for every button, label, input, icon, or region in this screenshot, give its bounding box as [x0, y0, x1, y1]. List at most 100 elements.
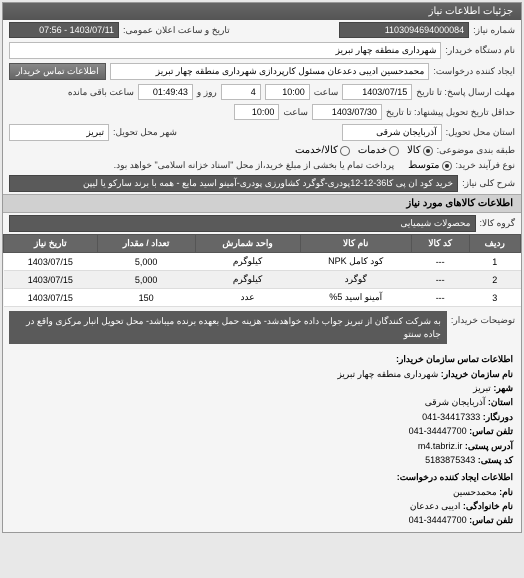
city-label: شهر محل تحویل:: [113, 127, 177, 138]
org-label: نام سازمان خریدار:: [441, 369, 513, 379]
pkg-label: طبقه بندی موضوعی:: [437, 145, 515, 156]
deadline-date: 1403/07/15: [342, 84, 412, 100]
tel-value: 34447700-041: [409, 426, 467, 436]
table-cell: 1: [469, 253, 520, 271]
deadline-label: مهلت ارسال پاسخ: تا تاریخ: [416, 87, 515, 98]
addr-value: m4.tabriz.ir: [418, 441, 463, 451]
ctel-label: تلفن تماس:: [469, 515, 513, 525]
delivery-time: 10:00: [234, 104, 279, 120]
contact-line: استان: آذربایجان شرقی: [11, 395, 513, 409]
purchase-note: پرداخت تمام یا بخشی از مبلغ خرید،از محل …: [114, 160, 394, 171]
cprov-label: استان:: [488, 397, 513, 407]
remain-label: ساعت باقی مانده: [68, 87, 134, 98]
requester-label: ایجاد کننده درخواست:: [433, 66, 515, 77]
table-row: 2---گوگردکیلوگرم5,0001403/07/15: [4, 271, 521, 289]
radio-mixed-label: کالا/خدمت: [295, 145, 338, 156]
radio-kalaa-label: کالا: [407, 145, 421, 156]
pkg-radio-group: کالا خدمات کالا/خدمت: [295, 145, 433, 156]
ctel-value: 34447700-041: [409, 515, 467, 525]
row-purchase-type: نوع فرآیند خرید: متوسط پرداخت تمام یا بخ…: [3, 158, 521, 173]
announce-label: تاریخ و ساعت اعلان عمومی:: [123, 25, 230, 36]
radio-icon: [389, 146, 399, 156]
row-requester: ایجاد کننده درخواست: محمدحسین ادیبی دعدع…: [3, 61, 521, 82]
row-need-title: شرح کلی نیاز: خرید کود ان پی کا36-12-12پ…: [3, 173, 521, 194]
purchase-type-label: نوع فرآیند خرید:: [456, 160, 516, 171]
contact-line: آدرس پستی: m4.tabriz.ir: [11, 439, 513, 453]
row-deadline: مهلت ارسال پاسخ: تا تاریخ 1403/07/15 ساع…: [3, 82, 521, 102]
postal-value: 5183875343: [425, 455, 475, 465]
contact-line: نام خانوادگی: ادیبی دعدعان: [11, 499, 513, 513]
contact-line: شهر: تبریز: [11, 381, 513, 395]
buyer-label: نام دستگاه خریدار:: [445, 45, 515, 56]
days-value: 4: [221, 84, 261, 100]
province-value: آذربایجان شرقی: [342, 124, 442, 141]
radio-icon: [442, 161, 452, 171]
creator-heading: اطلاعات ایجاد کننده درخواست:: [11, 470, 513, 484]
table-cell: 1403/07/15: [4, 289, 98, 307]
remain-value: 01:49:43: [138, 84, 193, 100]
contact-button[interactable]: اطلاعات تماس خریدار: [9, 63, 106, 80]
purchase-radio-group: متوسط: [408, 160, 451, 171]
table-cell: گوگرد: [300, 271, 411, 289]
table-cell: ---: [411, 271, 469, 289]
radio-kalaa[interactable]: کالا: [407, 145, 433, 156]
table-cell: 5,000: [97, 253, 195, 271]
table-row: 1---کود کامل NPKکیلوگرم5,0001403/07/15: [4, 253, 521, 271]
city-value: تبریز: [9, 124, 109, 141]
th-qty: تعداد / مقدار: [97, 235, 195, 253]
delivery-time-label: ساعت: [283, 107, 308, 118]
deadline-time: 10:00: [265, 84, 310, 100]
radio-mid[interactable]: متوسط: [408, 160, 451, 171]
table-cell: 3: [469, 289, 520, 307]
goods-table: ردیف کد کالا نام کالا واحد شمارش تعداد /…: [3, 234, 521, 307]
goods-section-title: اطلاعات کالاهای مورد نیاز: [3, 194, 521, 213]
name-value: محمدحسین: [453, 487, 497, 497]
contact-line: کد پستی: 5183875343: [11, 453, 513, 467]
addr-label: آدرس پستی:: [465, 441, 513, 451]
table-cell: ---: [411, 289, 469, 307]
buyer-value: شهرداری منطقه چهار تبریز: [9, 42, 441, 59]
row-pkg: طبقه بندی موضوعی: کالا خدمات کالا/خدمت: [3, 143, 521, 158]
postal-label: کد پستی:: [478, 455, 513, 465]
table-cell: 5,000: [97, 271, 195, 289]
deadline-time-label: ساعت: [314, 87, 339, 98]
th-code: کد کالا: [411, 235, 469, 253]
days-label: روز و: [197, 87, 217, 98]
table-row: 3---آمینو اسید 5%عدد1501403/07/15: [4, 289, 521, 307]
ccity-value: تبریز: [473, 383, 491, 393]
table-cell: آمینو اسید 5%: [300, 289, 411, 307]
radio-icon: [423, 146, 433, 156]
group-label: گروه کالا:: [480, 218, 515, 229]
radio-mixed[interactable]: کالا/خدمت: [295, 145, 350, 156]
org-value: شهرداری منطقه چهار تبریز: [337, 369, 438, 379]
contact-heading: اطلاعات تماس سازمان خریدار:: [11, 352, 513, 366]
main-panel: جزئیات اطلاعات نیاز شماره نیاز: 11030946…: [2, 2, 522, 533]
contact-line: نام سازمان خریدار: شهرداری منطقه چهار تب…: [11, 367, 513, 381]
table-cell: عدد: [195, 289, 300, 307]
reqnum-label: شماره نیاز:: [473, 25, 515, 36]
table-cell: کیلوگرم: [195, 253, 300, 271]
panel-title: جزئیات اطلاعات نیاز: [429, 6, 513, 17]
table-cell: 2: [469, 271, 520, 289]
table-cell: کیلوگرم: [195, 271, 300, 289]
ccity-label: شهر:: [493, 383, 513, 393]
reqnum-value: 1103094694000084: [339, 22, 469, 38]
delivery-label: حداقل تاریخ تحویل پیشنهاد: تا تاریخ: [386, 107, 515, 118]
contact-line: نام: محمدحسین: [11, 485, 513, 499]
announce-value: 1403/07/11 - 07:56: [9, 22, 119, 38]
row-location: استان محل تحویل: آذربایجان شرقی شهر محل …: [3, 122, 521, 143]
row-buyer: نام دستگاه خریدار: شهرداری منطقه چهار تب…: [3, 40, 521, 61]
th-unit: واحد شمارش: [195, 235, 300, 253]
requester-value: محمدحسین ادیبی دعدعان مسئول کارپردازی شه…: [110, 63, 430, 80]
table-header-row: ردیف کد کالا نام کالا واحد شمارش تعداد /…: [4, 235, 521, 253]
tel-label: تلفن تماس:: [469, 426, 513, 436]
prefix-label: دورنگار:: [483, 412, 513, 422]
th-name: نام کالا: [300, 235, 411, 253]
table-cell: کود کامل NPK: [300, 253, 411, 271]
contact-line: دورنگار: 34417333-041: [11, 410, 513, 424]
name-label: نام:: [499, 487, 513, 497]
contact-line: تلفن تماس: 34447700-041: [11, 424, 513, 438]
radio-khadamat[interactable]: خدمات: [358, 145, 399, 156]
need-title-value: خرید کود ان پی کا36-12-12پودری-گوگرد کشا…: [9, 175, 458, 192]
table-cell: ---: [411, 253, 469, 271]
